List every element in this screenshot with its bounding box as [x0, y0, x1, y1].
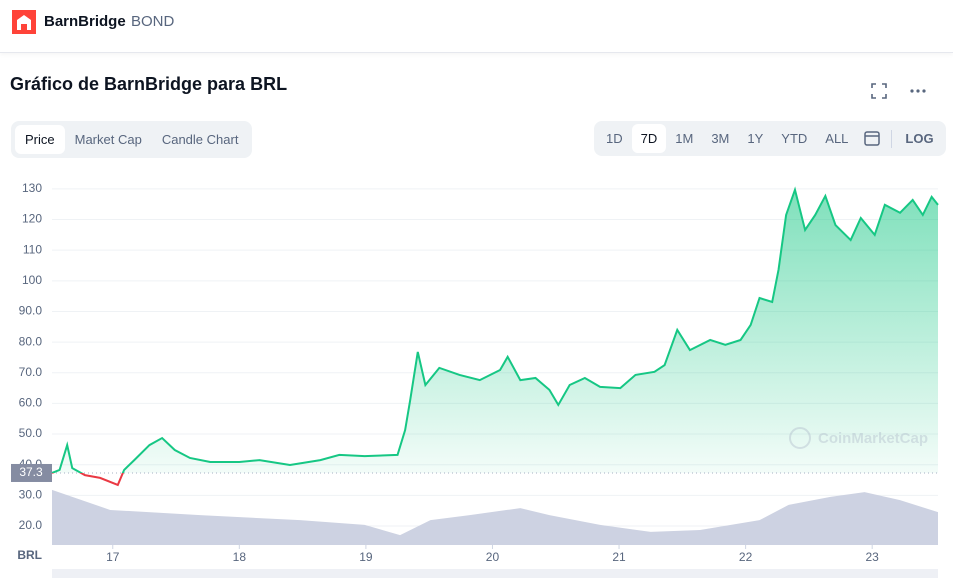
y-tick-label: 60.0: [19, 396, 43, 410]
price-area: [52, 189, 938, 473]
x-tick-label: 20: [486, 550, 500, 564]
x-tick-label: 17: [106, 550, 120, 564]
x-tick-label: 23: [866, 550, 880, 564]
range-button[interactable]: 1Y: [747, 131, 764, 146]
chart-tabs: Price Market Cap Candle Chart: [11, 121, 253, 158]
axis-label: BRL: [17, 548, 42, 562]
y-tick-label: 70.0: [19, 365, 43, 379]
y-tick-label: 20.0: [19, 518, 43, 532]
range-button[interactable]: 7D: [631, 124, 667, 153]
baseline-label-box: [11, 463, 52, 482]
volume-area: [52, 489, 938, 545]
logo: [12, 10, 36, 34]
range-button[interactable]: YTD: [781, 131, 808, 146]
x-tick-label: 21: [612, 550, 626, 564]
y-tick-label: 40.0: [19, 457, 43, 471]
range-button[interactable]: 1M: [675, 131, 694, 146]
navigator: [52, 569, 938, 578]
y-tick-label: 90.0: [19, 304, 43, 318]
y-tick-label: 50.0: [19, 426, 43, 440]
range-button[interactable]: ALL: [825, 131, 849, 146]
baseline-label: 37.3: [19, 465, 43, 479]
separator: [891, 129, 893, 148]
range-button[interactable]: 1D: [606, 131, 623, 146]
chart-title: Gráfico de BarnBridge para BRL: [10, 74, 288, 94]
y-tick-label: 100: [22, 273, 42, 287]
y-tick-label: 130: [22, 181, 42, 195]
x-tick-label: 22: [739, 550, 753, 564]
symbol: BOND: [131, 13, 175, 30]
price-line-up: [51, 186, 939, 473]
tab[interactable]: Price: [15, 125, 65, 154]
range-button[interactable]: 3M: [711, 131, 730, 146]
calendar-button[interactable]: [857, 130, 887, 148]
header: BarnBridge BOND: [0, 0, 953, 53]
y-tick-label: 110: [23, 242, 42, 256]
watermark-icon: [789, 427, 811, 449]
tab[interactable]: Candle Chart: [161, 132, 239, 147]
price-line-down: [51, 472, 124, 487]
y-tick-label: 30.0: [19, 488, 43, 502]
y-tick-label: 120: [22, 212, 42, 226]
watermark: CoinMarketCap: [789, 427, 928, 449]
toolbar-icons[interactable]: [870, 82, 940, 100]
log-button[interactable]: LOG: [905, 131, 934, 146]
x-tick-label: 19: [359, 550, 373, 564]
x-tick-label: 18: [233, 550, 247, 564]
range-buttons: 1D 7D 1M 3M 1Y YTD ALL LOG: [594, 121, 946, 156]
tab[interactable]: Market Cap: [74, 132, 142, 147]
brand: BarnBridge: [44, 13, 126, 30]
y-tick-label: 80.0: [19, 334, 43, 348]
watermark-text: CoinMarketCap: [818, 430, 928, 447]
